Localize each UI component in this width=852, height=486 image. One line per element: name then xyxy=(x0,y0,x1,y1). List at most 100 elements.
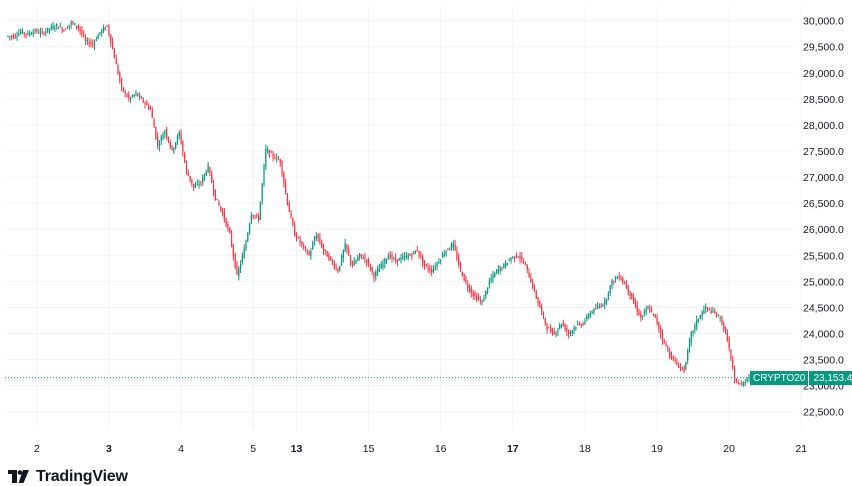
candle-body xyxy=(431,268,433,273)
candle-body xyxy=(52,25,54,29)
candle-body xyxy=(596,306,599,309)
candle-body xyxy=(413,251,415,253)
candle-body xyxy=(544,318,546,324)
candle-body xyxy=(272,153,274,158)
candle-body xyxy=(238,268,240,277)
candle-body xyxy=(672,357,674,359)
candle-body xyxy=(54,27,56,29)
candle-body xyxy=(353,261,355,266)
candle-body xyxy=(140,97,143,99)
candle-body xyxy=(748,377,750,379)
y-axis[interactable]: 22,500.023,000.023,500.024,000.024,500.0… xyxy=(803,16,844,419)
candle-body xyxy=(699,315,701,319)
candle-body xyxy=(120,79,123,87)
candle-body xyxy=(83,34,85,36)
candle-body xyxy=(203,173,206,179)
candle-body xyxy=(207,164,209,173)
candle-body xyxy=(452,243,454,248)
candle-body xyxy=(490,278,492,281)
candle-body xyxy=(92,43,94,45)
candle-body xyxy=(315,235,317,240)
candle-body xyxy=(723,324,725,330)
candle-body xyxy=(297,237,299,239)
candle-body xyxy=(167,136,170,142)
candle-body xyxy=(200,182,202,184)
candle-body xyxy=(638,310,640,316)
candle-body xyxy=(66,27,69,29)
candle-body xyxy=(218,202,220,206)
candles-layer xyxy=(7,20,757,387)
candle-body xyxy=(658,322,660,330)
y-tick-label: 22,500.0 xyxy=(803,407,844,419)
y-tick-label: 25,500.0 xyxy=(803,250,844,262)
x-axis[interactable]: 2 3 4 5 13 15 16 17 18 19 20 21 xyxy=(34,443,807,455)
y-tick-label: 29,500.0 xyxy=(803,42,844,54)
candle-body xyxy=(304,246,307,249)
candle-body xyxy=(189,176,191,181)
candle-body xyxy=(93,41,96,46)
candle-body xyxy=(285,182,287,193)
candle-body xyxy=(149,108,152,110)
tradingview-logo[interactable]: TradingView xyxy=(8,468,128,485)
candle-body xyxy=(587,316,590,318)
candle-body xyxy=(499,266,501,272)
candle-body xyxy=(158,143,161,147)
candle-body xyxy=(245,241,247,251)
candle-body xyxy=(470,288,472,294)
candle-body xyxy=(321,241,323,248)
candle-body xyxy=(508,259,510,261)
candle-body xyxy=(472,291,474,297)
candle-body xyxy=(623,281,626,285)
candle-body xyxy=(254,215,256,217)
y-tick-label: 26,000.0 xyxy=(803,224,844,236)
candle-body xyxy=(243,248,245,259)
candle-body xyxy=(23,32,25,34)
candle-body xyxy=(459,263,462,270)
candle-body xyxy=(560,324,563,327)
candle-body xyxy=(265,148,267,167)
candle-body xyxy=(360,254,362,257)
candle-body xyxy=(263,165,265,184)
candle-body xyxy=(279,159,281,163)
candle-body xyxy=(193,183,195,188)
candle-body xyxy=(404,256,406,258)
candle-body xyxy=(445,250,447,255)
candle-body xyxy=(522,262,525,264)
candle-body xyxy=(495,269,498,273)
candle-body xyxy=(629,291,631,297)
candle-body xyxy=(191,178,193,185)
candle-body xyxy=(328,254,330,260)
candle-body xyxy=(467,283,469,288)
candle-body xyxy=(129,97,132,100)
candle-body xyxy=(362,257,364,259)
candle-body xyxy=(111,41,114,50)
candle-body xyxy=(458,256,460,266)
candle-body xyxy=(256,215,258,217)
candle-body xyxy=(402,256,404,260)
candle-body xyxy=(714,312,716,314)
y-tick-label: 29,000.0 xyxy=(803,68,844,80)
candle-body xyxy=(108,25,110,35)
candle-body xyxy=(166,129,168,137)
candle-body xyxy=(632,296,635,303)
candle-body xyxy=(135,92,137,94)
candle-body xyxy=(438,262,440,264)
candle-body xyxy=(688,341,691,351)
candle-body xyxy=(313,239,316,244)
candle-body xyxy=(562,322,564,326)
candle-body xyxy=(9,36,11,38)
candle-body xyxy=(389,254,391,259)
candle-body xyxy=(463,273,465,281)
candle-body xyxy=(690,331,692,343)
candle-body xyxy=(432,268,435,273)
candle-body xyxy=(465,277,467,283)
candle-body xyxy=(726,332,728,341)
candle-body xyxy=(600,305,602,307)
candle-body xyxy=(674,360,676,362)
candle-body xyxy=(128,94,130,99)
y-tick-label: 26,500.0 xyxy=(803,198,844,210)
y-tick-label: 24,000.0 xyxy=(803,329,844,341)
candle-body xyxy=(506,263,509,266)
